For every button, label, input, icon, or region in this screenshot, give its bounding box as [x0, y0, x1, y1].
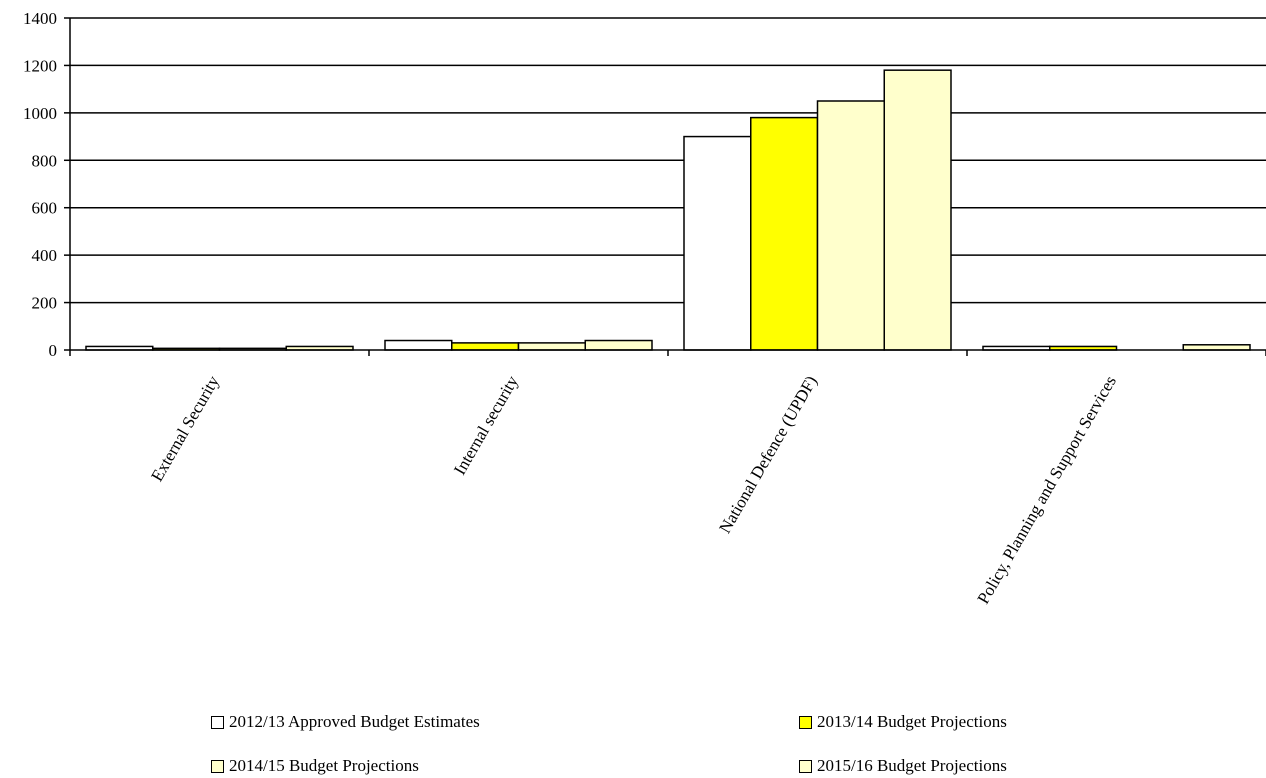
bar — [451, 342, 520, 351]
x-tick-label: Internal security — [450, 372, 522, 478]
y-tick-label: 200 — [32, 294, 58, 313]
y-tick-label: 1200 — [23, 56, 57, 75]
y-tick-label: 400 — [32, 246, 58, 265]
bar — [883, 69, 952, 351]
x-tick-label: Policy, Planning and Support Services — [974, 373, 1120, 608]
x-tick-labels: External Security Internal security Nation… — [147, 372, 1120, 607]
bar — [750, 116, 819, 351]
y-tick-label: 1400 — [23, 9, 57, 28]
bar — [816, 100, 885, 351]
bar — [517, 342, 586, 351]
axes — [64, 17, 1266, 356]
bar — [1182, 344, 1251, 351]
x-tick-label: National Defence (UPDF) — [715, 373, 821, 537]
bar — [683, 135, 752, 351]
bar — [384, 339, 453, 351]
bars — [85, 69, 1251, 351]
x-tick-label: External Security — [147, 372, 223, 485]
y-tick-label: 800 — [32, 151, 58, 170]
y-tick-label: 600 — [32, 199, 58, 218]
y-tick-label: 0 — [49, 341, 58, 360]
y-tick-labels: 0 200 400 600 800 1000 1200 1400 — [23, 9, 57, 360]
y-tick-label: 1000 — [23, 104, 57, 123]
bar — [584, 339, 653, 351]
gridlines — [70, 17, 1266, 304]
